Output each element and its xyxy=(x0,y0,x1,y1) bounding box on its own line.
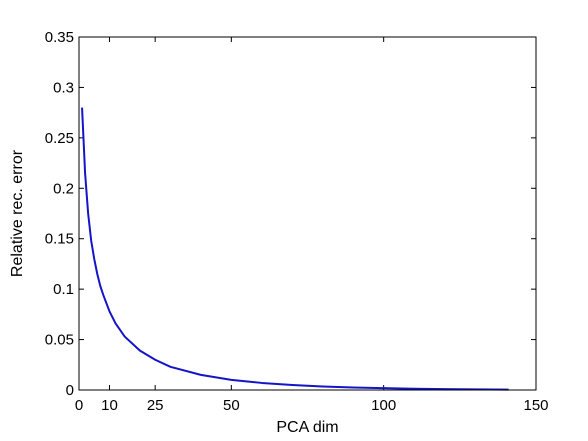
y-tick-label: 0.05 xyxy=(45,332,74,349)
y-tick-label: 0 xyxy=(66,382,74,399)
y-tick-label: 0.15 xyxy=(45,231,74,248)
x-tick-label: 100 xyxy=(371,397,396,414)
x-tick-label: 10 xyxy=(101,397,118,414)
x-tick-label: 150 xyxy=(523,397,548,414)
y-tick-label: 0.1 xyxy=(53,281,74,298)
x-axis-label: PCA dim xyxy=(276,419,338,436)
y-tick-label: 0.25 xyxy=(45,130,74,147)
y-axis-label: Relative rec. error xyxy=(9,149,26,277)
y-tick-label: 0.35 xyxy=(45,29,74,46)
axis-tick-labels: 0 10 25 50 100 150 0 0.05 0.1 0.15 0.2 0.25 0.3 0.35 xyxy=(45,29,549,414)
axis-ticks xyxy=(78,36,537,391)
x-tick-label: 50 xyxy=(223,397,240,414)
plot-frame xyxy=(78,36,537,391)
x-tick-label: 25 xyxy=(147,397,164,414)
series-line xyxy=(81,107,509,391)
x-tick-label: 0 xyxy=(75,397,83,414)
y-tick-label: 0.3 xyxy=(53,79,74,96)
y-tick-label: 0.2 xyxy=(53,180,74,197)
